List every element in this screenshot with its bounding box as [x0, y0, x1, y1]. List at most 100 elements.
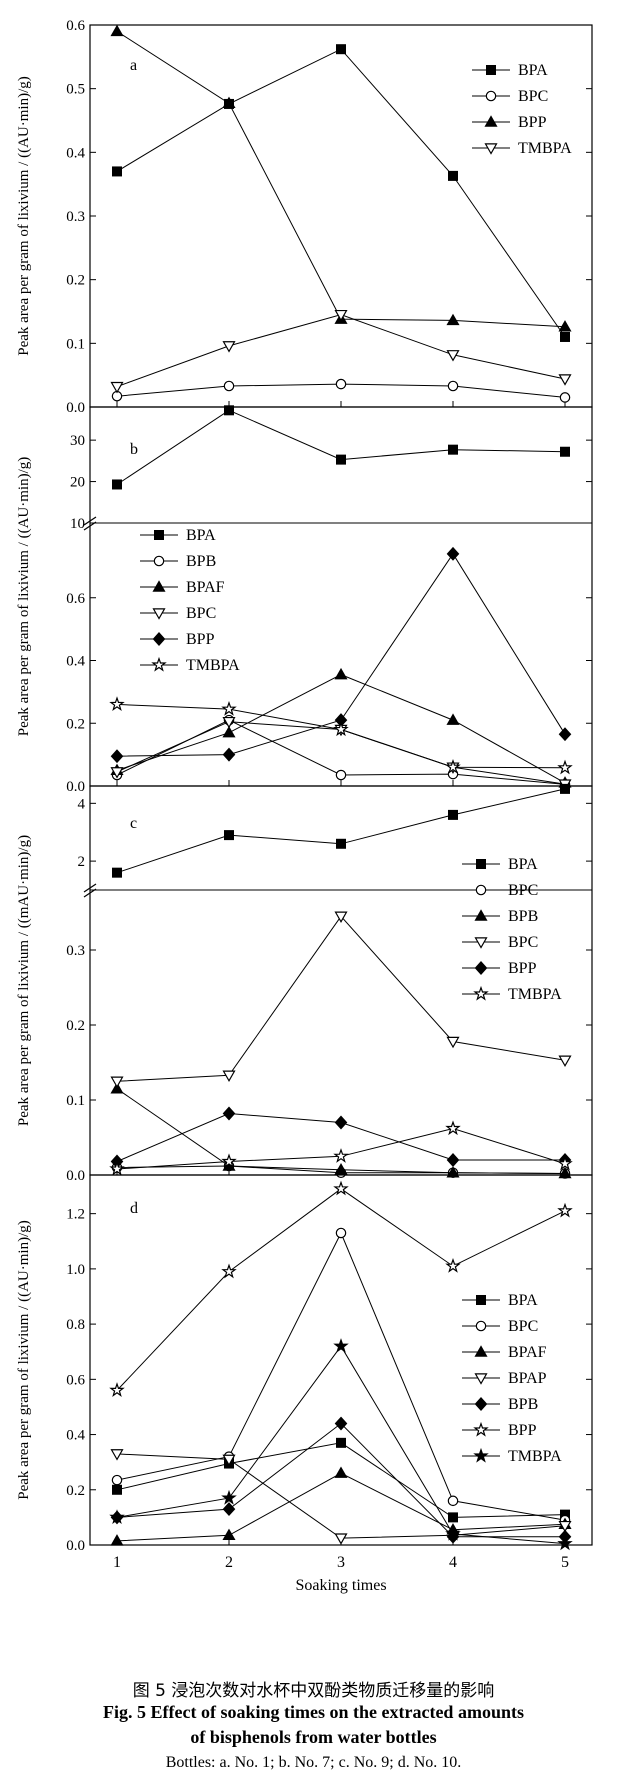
panel-d-ylabel: Peak area per gram of lixivium / ((AU·mi… — [16, 1220, 32, 1500]
data-point — [111, 1484, 122, 1495]
y-tick-label: 0.0 — [66, 1168, 85, 1184]
data-point — [109, 1382, 125, 1398]
series-line — [116, 30, 566, 328]
y-tick-label: 0.2 — [66, 273, 85, 289]
data-point — [558, 374, 572, 386]
series-d-bpap — [110, 1449, 572, 1545]
panel-label-c: c — [130, 815, 137, 832]
data-point — [335, 769, 347, 781]
y-tick-label: 0.5 — [66, 82, 85, 98]
data-point — [559, 331, 570, 342]
data-point — [558, 1055, 572, 1067]
data-point — [222, 747, 236, 762]
legend-marker — [484, 143, 498, 155]
caption-notes: Bottles: a. No. 1; b. No. 7; c. No. 9; d… — [165, 1754, 462, 1771]
series-d-bpp — [109, 1180, 573, 1398]
series-line — [116, 1088, 566, 1174]
data-point — [110, 1534, 124, 1546]
series-b-tmbpa — [109, 696, 573, 775]
data-point — [110, 749, 124, 764]
legend-marker — [473, 985, 489, 1001]
axis-break — [83, 888, 97, 898]
legend-marker — [473, 1421, 489, 1437]
legend-label: BPP — [186, 631, 215, 648]
data-point — [334, 1163, 348, 1175]
legend-marker — [474, 961, 488, 975]
panel-b-ylabel: Peak area per gram of lixivium / ((AU·mi… — [16, 457, 32, 737]
legend-label: BPB — [186, 553, 216, 570]
legend-b: BPA BPB BPAF BPC BPP TMBPA — [140, 527, 240, 674]
series-line — [116, 314, 566, 388]
data-point — [222, 1454, 236, 1467]
data-point — [334, 911, 348, 923]
legend-label: BPP — [508, 960, 537, 977]
data-point — [333, 721, 349, 737]
data-point — [557, 1535, 573, 1551]
data-point — [222, 716, 236, 729]
series-c-bpb — [110, 1082, 572, 1179]
data-point — [447, 1495, 459, 1507]
legend-label: BPP — [508, 1422, 537, 1439]
panel-label-a: a — [130, 57, 137, 74]
series-a-tmbpa — [110, 309, 572, 394]
data-point — [222, 96, 236, 109]
data-point — [558, 320, 572, 332]
legend-label: BPA — [508, 1292, 538, 1309]
series-line — [116, 915, 566, 1082]
data-point — [446, 350, 460, 362]
data-point — [222, 1528, 236, 1541]
legend-label: BPP — [518, 114, 547, 131]
series-b-upper-bpa — [111, 405, 570, 490]
series-d-bpc — [111, 1227, 571, 1526]
data-point — [333, 1148, 349, 1163]
y-tick-label: 0.1 — [66, 1093, 85, 1109]
y-tick-label: 0.3 — [66, 943, 85, 959]
data-point — [111, 1474, 123, 1486]
y-tick-label: 4 — [78, 796, 86, 812]
legend-marker — [476, 858, 487, 869]
data-point — [221, 1263, 237, 1279]
series-a-bpa — [111, 44, 570, 342]
data-point — [109, 1160, 125, 1176]
legend-marker — [484, 115, 498, 127]
panel-label-d: d — [130, 1200, 138, 1217]
data-point — [110, 1082, 124, 1094]
data-point — [222, 1106, 236, 1121]
data-point — [333, 1180, 349, 1196]
y-tick-label: 1.2 — [66, 1207, 85, 1223]
caption-english-line2: of bisphenols from water bottles — [190, 1727, 437, 1747]
legend-marker — [474, 1345, 488, 1357]
data-point — [224, 405, 235, 416]
legend-c: BPA BPC BPB BPC BPP TMBPA — [462, 856, 562, 1003]
y-tick-label: 0.2 — [66, 716, 85, 732]
caption-chinese: 图 5 浸泡次数对水杯中双酚类物质迁移量的影响 — [132, 1681, 495, 1701]
legend-a: BPA BPC BPP TMBPA — [472, 62, 572, 157]
legend-label: BPAF — [508, 1344, 547, 1361]
data-point — [335, 1227, 347, 1239]
data-point — [447, 380, 459, 392]
series-d-bpb — [110, 1416, 572, 1544]
data-point — [224, 830, 235, 841]
legend-label: BPA — [186, 527, 216, 544]
series-line — [116, 1472, 566, 1542]
data-point — [334, 1115, 348, 1130]
data-point — [446, 713, 460, 725]
series-a-bpp — [110, 24, 572, 332]
legend-marker — [152, 632, 166, 646]
legend-label: BPB — [508, 908, 538, 925]
data-point — [109, 696, 125, 711]
data-point — [222, 1070, 236, 1082]
y-tick-label: 10 — [70, 516, 85, 532]
y-tick-label: 2 — [78, 854, 86, 870]
data-point — [446, 1036, 460, 1049]
series-c-bpc — [110, 911, 572, 1088]
data-point — [111, 479, 122, 490]
data-point — [559, 392, 571, 403]
data-point — [222, 1502, 236, 1517]
legend-marker — [473, 1447, 489, 1463]
data-point — [223, 380, 235, 392]
panel-c-ylabel: Peak area per gram of lixivium / ((mAU·m… — [16, 835, 32, 1126]
x-tick-label: 3 — [337, 1554, 345, 1571]
series-b-bpp — [110, 546, 572, 764]
data-point — [448, 170, 459, 181]
